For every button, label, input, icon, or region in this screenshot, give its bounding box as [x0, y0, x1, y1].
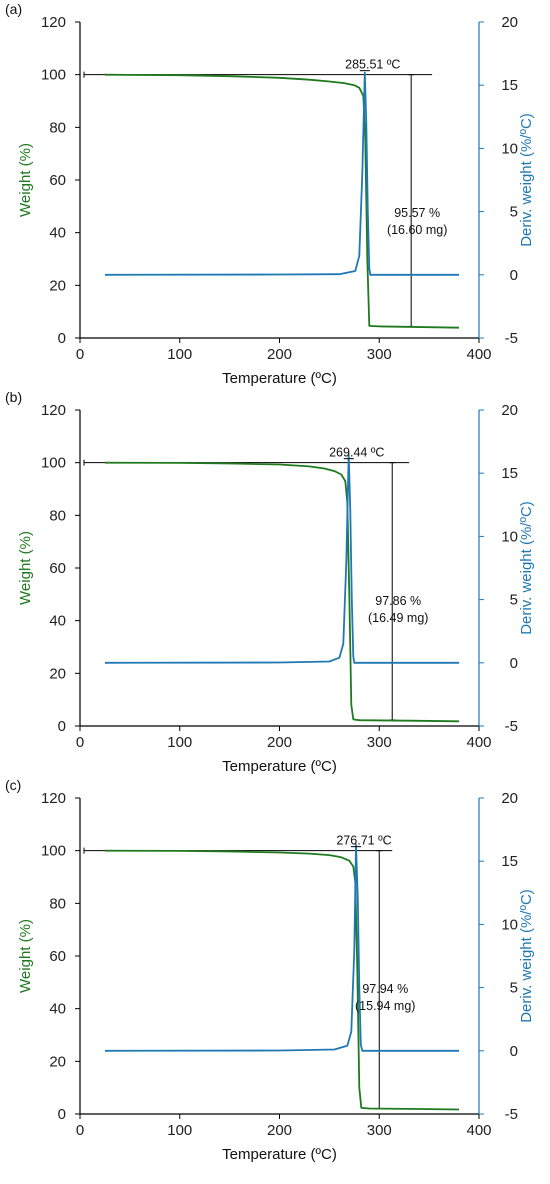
y-tick-label-left: 40 [49, 225, 66, 242]
x-tick-label: 200 [267, 346, 292, 363]
x-tick-label: 0 [76, 734, 84, 751]
x-axis-title: Temperature (ºC) [222, 370, 337, 387]
mass-loss-percent-label: 95.57 % [394, 206, 440, 220]
y-tick-label-left: 60 [49, 560, 66, 577]
deriv-weight-line [104, 843, 459, 1052]
y-tick-label-right: 5 [510, 592, 518, 609]
panel-b-chart: (b) 0 100 200 300 400 0 20 40 60 80 100 120 -5 0 5 10 15 2… [5, 389, 535, 775]
y-axis-title-left: Weight (%) [17, 531, 34, 605]
y-tick-label-left: 100 [41, 67, 66, 84]
mass-loss-percent-label: 97.86 % [375, 594, 421, 608]
x-tick-label: 400 [466, 346, 491, 363]
y-tick-label-right: -5 [505, 330, 518, 347]
y-tick-label-left: 80 [49, 895, 66, 912]
mass-loss-mg-label: (16.49 mg) [368, 611, 428, 625]
y-tick-label-left: 20 [49, 665, 66, 682]
x-axis-title: Temperature (ºC) [222, 1146, 337, 1163]
y-tick-label-right: 20 [501, 790, 518, 807]
x-tick-label: 100 [167, 1122, 192, 1139]
y-tick-label-right: 0 [510, 1043, 518, 1060]
y-tick-label-right: 20 [501, 14, 518, 31]
y-tick-label-left: 100 [41, 843, 66, 860]
panel-c-chart: (c) 0 100 200 300 400 0 20 40 60 80 100 120 -5 0 5 10 15 2… [5, 777, 535, 1163]
y-axis-title-right: Deriv. weight (%/ºC) [518, 501, 535, 635]
y-tick-label-left: 60 [49, 948, 66, 965]
y-tick-label-right: 0 [510, 655, 518, 672]
y-tick-label-right: -5 [505, 1106, 518, 1123]
peak-temperature-label: 285.51 ºC [345, 58, 400, 72]
y-tick-label-left: 120 [41, 790, 66, 807]
y-axis-title-right: Deriv. weight (%/ºC) [518, 889, 535, 1023]
deriv-weight-line [104, 453, 459, 664]
x-tick-label: 400 [466, 734, 491, 751]
deriv-weight-line [104, 71, 459, 276]
y-tick-label-right: -5 [505, 718, 518, 735]
y-tick-label-left: 80 [49, 507, 66, 524]
y-tick-label-right: 10 [501, 528, 518, 545]
y-tick-label-right: 15 [501, 853, 518, 870]
weight-line [104, 849, 460, 1111]
y-axis-title-right: Deriv. weight (%/ºC) [518, 113, 535, 247]
y-tick-label-right: 20 [501, 402, 518, 419]
weight-line [104, 73, 460, 329]
panel-label: (b) [5, 389, 22, 405]
y-tick-label-left: 80 [49, 119, 66, 136]
panel-a-chart: (a) 0 100 200 300 400 0 20 40 60 80 100 120 -5 0 5 10 15 2… [5, 1, 535, 387]
y-tick-label-right: 5 [510, 980, 518, 997]
y-tick-label-left: 120 [41, 14, 66, 31]
x-tick-label: 300 [367, 346, 392, 363]
x-tick-label: 100 [167, 734, 192, 751]
y-tick-label-left: 0 [58, 1106, 66, 1123]
panel-label: (a) [5, 1, 22, 17]
weight-line [104, 461, 460, 723]
x-tick-label: 300 [367, 734, 392, 751]
x-tick-label: 300 [367, 1122, 392, 1139]
y-tick-label-right: 10 [501, 916, 518, 933]
y-tick-label-left: 0 [58, 718, 66, 735]
mass-loss-mg-label: (16.60 mg) [387, 223, 447, 237]
panel-label: (c) [5, 777, 21, 793]
y-tick-label-left: 20 [49, 1053, 66, 1070]
y-tick-label-left: 100 [41, 455, 66, 472]
peak-temperature-label: 269.44 ºC [329, 446, 384, 460]
y-tick-label-left: 0 [58, 330, 66, 347]
x-tick-label: 0 [76, 346, 84, 363]
x-tick-label: 200 [267, 734, 292, 751]
y-tick-label-right: 15 [501, 77, 518, 94]
y-axis-title-left: Weight (%) [17, 919, 34, 993]
y-tick-label-left: 60 [49, 172, 66, 189]
y-tick-label-right: 10 [501, 140, 518, 157]
x-tick-label: 0 [76, 1122, 84, 1139]
mass-loss-percent-label: 97.94 % [362, 982, 408, 996]
peak-temperature-label: 276.71 ºC [336, 834, 391, 848]
x-tick-label: 400 [466, 1122, 491, 1139]
y-axis-title-left: Weight (%) [17, 143, 34, 217]
y-tick-label-right: 15 [501, 465, 518, 482]
x-tick-label: 100 [167, 346, 192, 363]
y-tick-label-left: 120 [41, 402, 66, 419]
y-tick-label-right: 5 [510, 204, 518, 221]
y-tick-label-left: 40 [49, 1001, 66, 1018]
mass-loss-mg-label: (15.94 mg) [355, 999, 415, 1013]
y-tick-label-left: 20 [49, 277, 66, 294]
y-tick-label-right: 0 [510, 267, 518, 284]
x-tick-label: 200 [267, 1122, 292, 1139]
y-tick-label-left: 40 [49, 613, 66, 630]
x-axis-title: Temperature (ºC) [222, 758, 337, 775]
